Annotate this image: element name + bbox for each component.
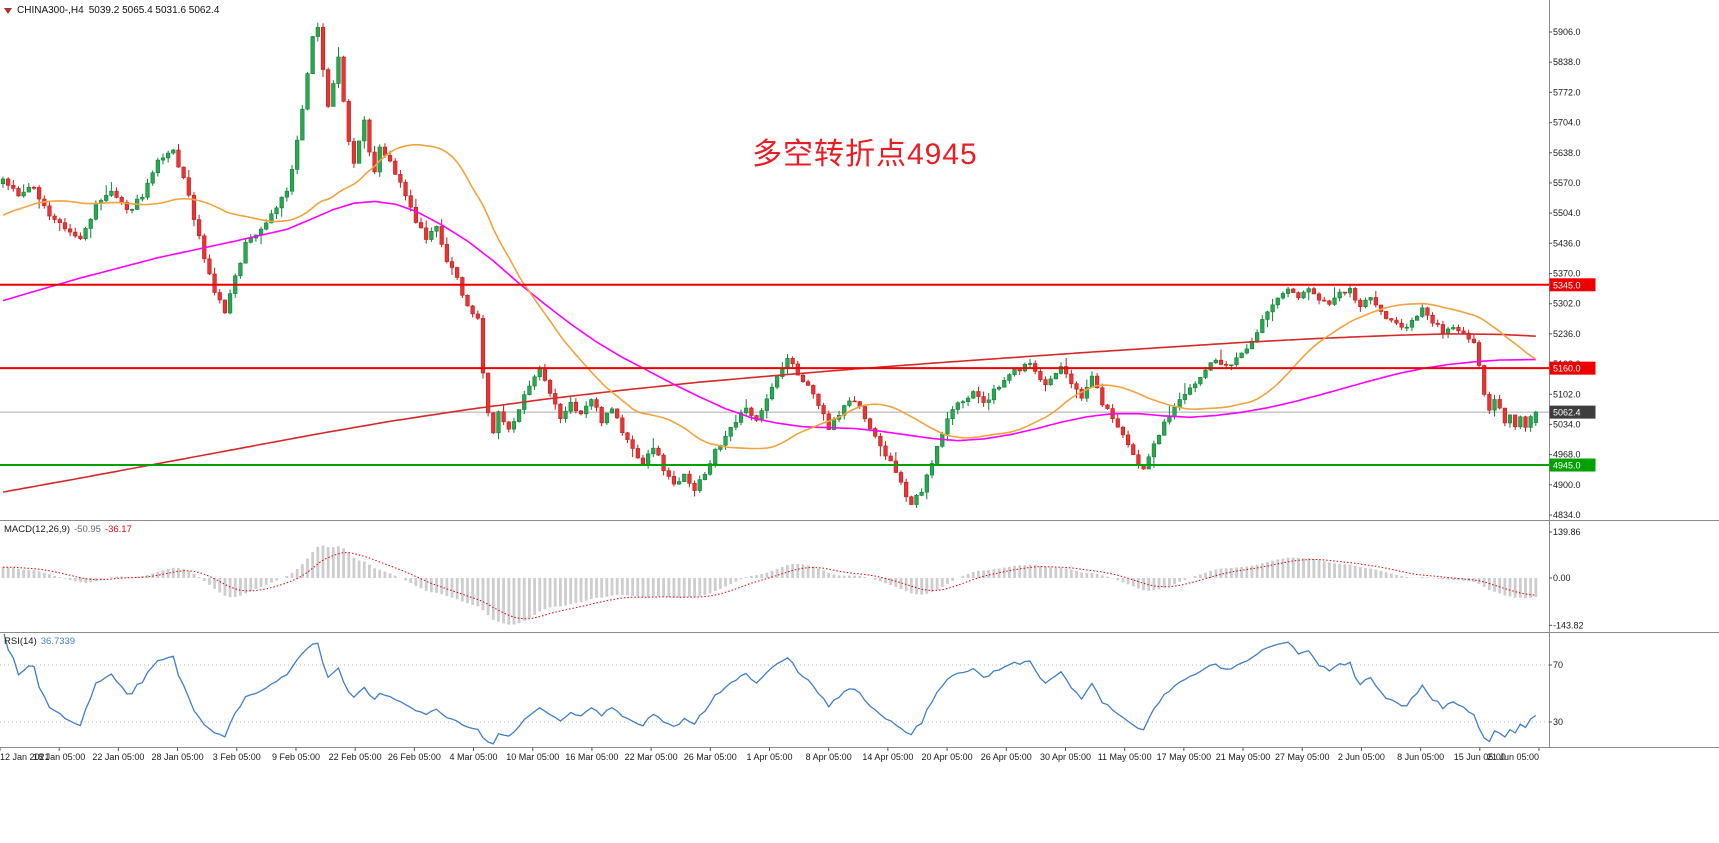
- macd-panel[interactable]: [1, 545, 1538, 625]
- current-price-badge: [1549, 405, 1596, 419]
- panel-separators: [0, 0, 1719, 748]
- time-label: 1 Apr 05:00: [746, 752, 792, 762]
- price-tick-label: 5906.0: [1553, 27, 1581, 37]
- time-label: 21 Jun 05:00: [1487, 752, 1539, 762]
- time-label: 26 Feb 05:00: [388, 752, 441, 762]
- rsi-name: RSI(14): [4, 636, 37, 647]
- symbol-timeframe-label: CHINA300-,H4: [17, 5, 84, 16]
- time-label: 3 Feb 05:00: [213, 752, 261, 762]
- rsi-indicator-label: RSI(14) 36.7339: [4, 636, 75, 647]
- macd-main-value: -50.95: [74, 524, 101, 535]
- price-tick-label: 5236.0: [1553, 329, 1581, 339]
- time-label: 28 Jan 05:00: [152, 752, 204, 762]
- rsi-panel[interactable]: [0, 630, 1549, 745]
- time-label: 11 May 05:00: [1098, 752, 1152, 762]
- time-label: 26 Mar 05:00: [684, 752, 737, 762]
- time-label: 30 Apr 05:00: [1040, 752, 1091, 762]
- price-tick-label: 4968.0: [1553, 450, 1581, 460]
- price-tick-label: 5772.0: [1553, 87, 1581, 97]
- ma-fast-line: [2, 143, 1537, 450]
- rsi-value: 36.7339: [40, 636, 76, 647]
- time-label: 12 Jan 2021: [0, 752, 50, 762]
- price-tick-label: 4900.0: [1553, 480, 1581, 490]
- time-label: 17 May 05:00: [1157, 752, 1212, 762]
- macd-axis[interactable]: 139.86 0.00 -143.82: [1549, 527, 1584, 630]
- ma-slow-line: [2, 333, 1536, 493]
- price-badge-4945.0: [1549, 458, 1596, 472]
- time-label: 21 May 05:00: [1216, 752, 1271, 762]
- time-label: 4 Mar 05:00: [450, 752, 498, 762]
- macd-tick-label: 0.00: [1553, 573, 1571, 583]
- time-label: 27 May 05:00: [1275, 752, 1330, 762]
- rsi-tick-label: 70: [1553, 660, 1563, 670]
- price-tick-label: 5504.0: [1553, 208, 1581, 218]
- svg-text:4945.0: 4945.0: [1553, 461, 1581, 471]
- macd-indicator-label: MACD(12,26,9) -50.95 -36.17: [4, 524, 132, 535]
- time-label: 22 Feb 05:00: [329, 752, 382, 762]
- ohlc-values: 5039.2 5065.4 5031.6 5062.4: [88, 5, 220, 16]
- macd-name: MACD(12,26,9): [4, 524, 70, 535]
- price-badge-5345.0: [1549, 278, 1596, 292]
- symbol-dropdown-icon[interactable]: [4, 7, 12, 14]
- time-label: 8 Apr 05:00: [806, 752, 852, 762]
- rsi-axis[interactable]: 70 30: [1549, 660, 1563, 727]
- price-badges: 5345.0 5160.0 4945.0 5062.4: [1549, 278, 1596, 472]
- svg-text:5345.0: 5345.0: [1553, 280, 1581, 290]
- ma-medium-line: [2, 200, 1536, 442]
- symbol-info-bar: CHINA300-,H4 5039.2 5065.4 5031.6 5062.4: [4, 5, 219, 16]
- price-tick-label: 5838.0: [1553, 57, 1581, 67]
- main-chart-panel[interactable]: [0, 22, 1549, 508]
- price-tick-label: 5570.0: [1553, 178, 1581, 188]
- time-label: 10 Mar 05:00: [506, 752, 559, 762]
- time-label: 9 Feb 05:00: [272, 752, 320, 762]
- time-label: 22 Jan 05:00: [92, 752, 144, 762]
- price-badge-5160.0: [1549, 361, 1596, 375]
- price-tick-label: 5436.0: [1553, 238, 1581, 248]
- time-label: 2 Jun 05:00: [1338, 752, 1385, 762]
- time-label: 16 Mar 05:00: [565, 752, 618, 762]
- price-tick-label: 5370.0: [1553, 269, 1581, 279]
- macd-tick-label: -143.82: [1553, 620, 1584, 630]
- price-tick-label: 4834.0: [1553, 510, 1581, 520]
- price-axis[interactable]: 5906.0 5838.0 5772.0 5704.0 5638.0 5570.0 5504…: [1549, 27, 1581, 520]
- time-label: 15 Jun 05:00: [1454, 752, 1506, 762]
- price-tick-label: 5102.0: [1553, 389, 1581, 399]
- price-tick-label: 5034.0: [1553, 419, 1581, 429]
- time-label: 20 Apr 05:00: [922, 752, 973, 762]
- price-tick-label: 5302.0: [1553, 299, 1581, 309]
- macd-histogram: [1, 545, 1538, 625]
- rsi-tick-label: 30: [1553, 717, 1563, 727]
- svg-text:5062.4: 5062.4: [1553, 408, 1581, 418]
- macd-tick-label: 139.86: [1553, 527, 1581, 537]
- macd-signal-value: -36.17: [104, 524, 132, 535]
- time-label: 22 Mar 05:00: [625, 752, 678, 762]
- price-tick-label: 5638.0: [1553, 148, 1581, 158]
- time-label: 8 Jun 05:00: [1397, 752, 1444, 762]
- rsi-line: [3, 634, 1537, 745]
- svg-text:5160.0: 5160.0: [1553, 364, 1581, 374]
- time-label: 18 Jan 05:00: [33, 752, 85, 762]
- price-tick-label: 5704.0: [1553, 118, 1581, 128]
- time-label: 14 Apr 05:00: [862, 752, 913, 762]
- time-label: 26 Apr 05:00: [981, 752, 1032, 762]
- macd-signal-line: [2, 552, 1536, 620]
- chart-annotation-text[interactable]: 多空转折点4945: [752, 138, 978, 171]
- candlestick-series: [0, 22, 1538, 508]
